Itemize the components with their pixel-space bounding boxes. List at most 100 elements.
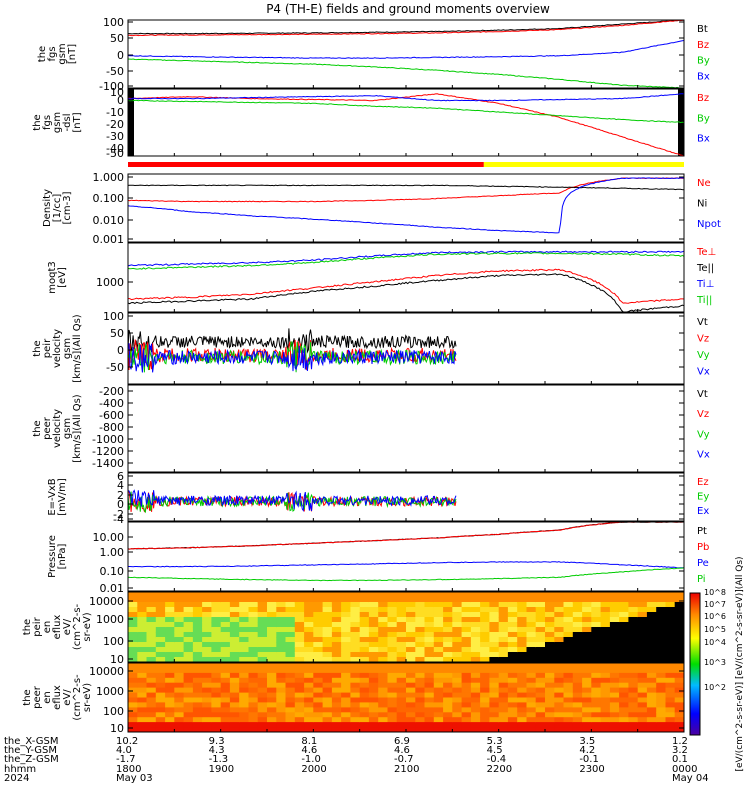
fgs_dsl-legend-0: Bz <box>697 93 709 104</box>
panel-peir_eflux: 10000 1000 100 10 thepeirenefluxeV/(cm^2-s-s… <box>22 591 685 666</box>
peir_velocity-ylabel: thepeirvelocitygsm[km/s](All Qs) <box>32 314 83 382</box>
fgs_dsl-series-0 <box>128 93 684 156</box>
fgs_gsm-series-1 <box>128 20 684 37</box>
ephem-col-1-row-3: 1900 <box>209 764 234 775</box>
efield-tick-label-1: 4 <box>117 479 124 492</box>
peir_velocity-legend-2: Vy <box>697 350 710 361</box>
efield-tick-label-4: -2 <box>113 508 124 521</box>
ephem-label-1: the_Y-GSM <box>4 745 57 756</box>
peir_velocity-legend-0: Vt <box>697 317 708 328</box>
pressure-series-1 <box>128 522 684 550</box>
ephem-col-1-row-2: -1.3 <box>209 754 229 765</box>
efield-ylabel: E=-VxB[mV/m] <box>47 478 68 516</box>
peer_eflux-ylabel: thepeerenefluxeV/(cm^2-s-sr-eV) <box>22 674 93 721</box>
efield-legend-1: Ey <box>697 492 709 503</box>
ephem-col-1-row-1: 4.3 <box>209 745 225 756</box>
fgs_gsm-ylabel: thefgsgsm[nT] <box>37 43 78 64</box>
fgs_dsl-traces <box>128 89 684 156</box>
fgs_dsl-series-1 <box>128 99 684 124</box>
temperature-legend-1: Te|| <box>696 263 714 274</box>
peer_velocity-legend-2: Vy <box>697 429 710 440</box>
ephem-col-3-row-1: 4.6 <box>394 745 410 756</box>
peer_velocity-frame <box>127 384 685 473</box>
peer_eflux-ylabel-line-1: peer <box>32 685 43 709</box>
ephem-label-0: the_X-GSM <box>4 736 58 747</box>
peir_velocity-ylabel-line-1: peir <box>42 338 53 358</box>
pressure-frame <box>127 521 685 592</box>
fgs_gsm-legend-2: By <box>697 56 710 67</box>
fgs_dsl-tick-label-2: -10 <box>106 106 124 119</box>
peir_eflux-ylabel-line-3: eflux <box>52 615 63 640</box>
temperature-legend-0: Te⊥ <box>696 247 716 258</box>
peer_velocity-ylabel-line-0: the <box>32 420 43 436</box>
fgs_dsl-ylabel: thefgsgsm-dsl[nT] <box>32 112 83 133</box>
peir_eflux-ylabel-line-5: (cm^2-s- <box>72 603 83 650</box>
pressure-legend-1: Pb <box>697 542 709 553</box>
peir_velocity-traces <box>128 328 457 373</box>
ephem-col-5-row-1: 4.2 <box>579 745 595 756</box>
flag-bar-yellow <box>483 162 684 167</box>
pressure-series-2 <box>128 561 684 569</box>
fgs_gsm-ylabel-line-0: the <box>37 46 48 62</box>
peir_velocity-tick-label-2: 0 <box>117 344 124 357</box>
flag-bar <box>128 162 684 167</box>
ephem-col-3-row-2: -0.7 <box>394 754 414 765</box>
pressure-tick-label-3: 0.01 <box>100 582 125 595</box>
ephem-col-2-row-2: -1.0 <box>301 754 321 765</box>
panel-fgs_dsl: 100-10-20-30-40-50 thefgsgsm-dsl[nT] Bz By B… <box>32 86 710 160</box>
peer_eflux-tick-label-1: 1000 <box>96 685 124 698</box>
peer_eflux-ylabel-line-0: the <box>22 689 33 705</box>
ephem-col-2-row-1: 4.6 <box>301 745 317 756</box>
pressure-tick-label-0: 10.00 <box>93 531 125 544</box>
ephem-col-6-row-2: 0.1 <box>672 754 688 765</box>
density-ylabel-line-2: [cm-3] <box>62 191 73 224</box>
ephem-col-2-row-0: 8.1 <box>301 736 317 747</box>
ephem-col-5-row-0: 3.5 <box>579 736 595 747</box>
peer_velocity-legend-3: Vx <box>697 450 710 461</box>
peir_velocity-ylabel-line-3: gsm <box>62 338 73 359</box>
density-traces <box>128 177 684 234</box>
peer_velocity-tick-label-4: -1000 <box>92 433 124 446</box>
temperature-ylabel: moqt3[eV] <box>47 261 68 294</box>
ephem-col-6-row-1: 3.2 <box>672 745 688 756</box>
fgs_dsl-series-2 <box>128 93 684 102</box>
pressure-series-3 <box>128 567 684 582</box>
ephem-col-4-row-2: -0.4 <box>487 754 507 765</box>
ephem-label-2: the_Z-GSM <box>4 754 59 765</box>
peer_eflux-tick-label-3: 10 <box>110 722 124 735</box>
peir_velocity-ylabel-line-4: [km/s](All Qs) <box>72 314 83 382</box>
peer_velocity-ylabel-line-4: [km/s](All Qs) <box>72 394 83 462</box>
peer_eflux-image <box>128 663 684 732</box>
temperature-legend-2: Ti⊥ <box>696 279 714 290</box>
pressure-legend-0: Pt <box>697 526 707 537</box>
data-gap-left <box>128 89 134 156</box>
flag-bar-red <box>128 162 484 167</box>
ephem-col-4-row-0: 5.3 <box>487 736 503 747</box>
temperature-ylabel-line-1: [eV] <box>57 267 68 288</box>
fgs_gsm-tick-label-3: -50 <box>106 65 124 78</box>
temperature-series-2 <box>128 250 684 267</box>
fgs_gsm-tick-label-2: 0 <box>117 49 124 62</box>
ephem-col-6-row-0: 1.2 <box>672 736 688 747</box>
panel-fgs_gsm: 100 50 0 -50 -100 thefgsgsm[nT] Bt Bz By Bx <box>37 16 710 93</box>
colorbar-tick-2: 10^6 <box>704 612 726 621</box>
fgs_gsm-legend-3: Bx <box>697 71 710 82</box>
peir_velocity-tick-label-3: -50 <box>106 361 124 374</box>
density-series-0 <box>128 177 684 203</box>
ephem-col-0-row-0: 10.2 <box>116 736 138 747</box>
panel-pressure: 10.00 1.00 0.10 0.01 Pressure[nPa] Pt Pb Pe Pi <box>47 521 709 595</box>
efield-ylabel-line-1: [mV/m] <box>57 478 68 516</box>
pressure-legend-2: Pe <box>697 558 709 569</box>
fgs_dsl-legend-1: By <box>697 113 710 124</box>
efield-frame <box>127 472 685 522</box>
peir_velocity-legend-1: Vz <box>697 334 709 345</box>
efield-traces <box>128 489 457 514</box>
colorbar-label: [eV/(cm^2-s-sr-eV)] [eV/(cm^2-s-sr-eV)](… <box>735 556 745 771</box>
fgs_dsl-tick-label-6: -50 <box>106 147 124 160</box>
peir_velocity-tick-label-0: 100 <box>103 310 124 323</box>
efield-tick-label-2: 2 <box>117 489 124 502</box>
efield-tick-label-0: 6 <box>117 470 124 483</box>
pressure-tick-label-2: 0.10 <box>100 565 125 578</box>
peir_velocity-tick-label-1: 50 <box>110 327 124 340</box>
fgs_gsm-tick-label-1: 50 <box>110 32 124 45</box>
